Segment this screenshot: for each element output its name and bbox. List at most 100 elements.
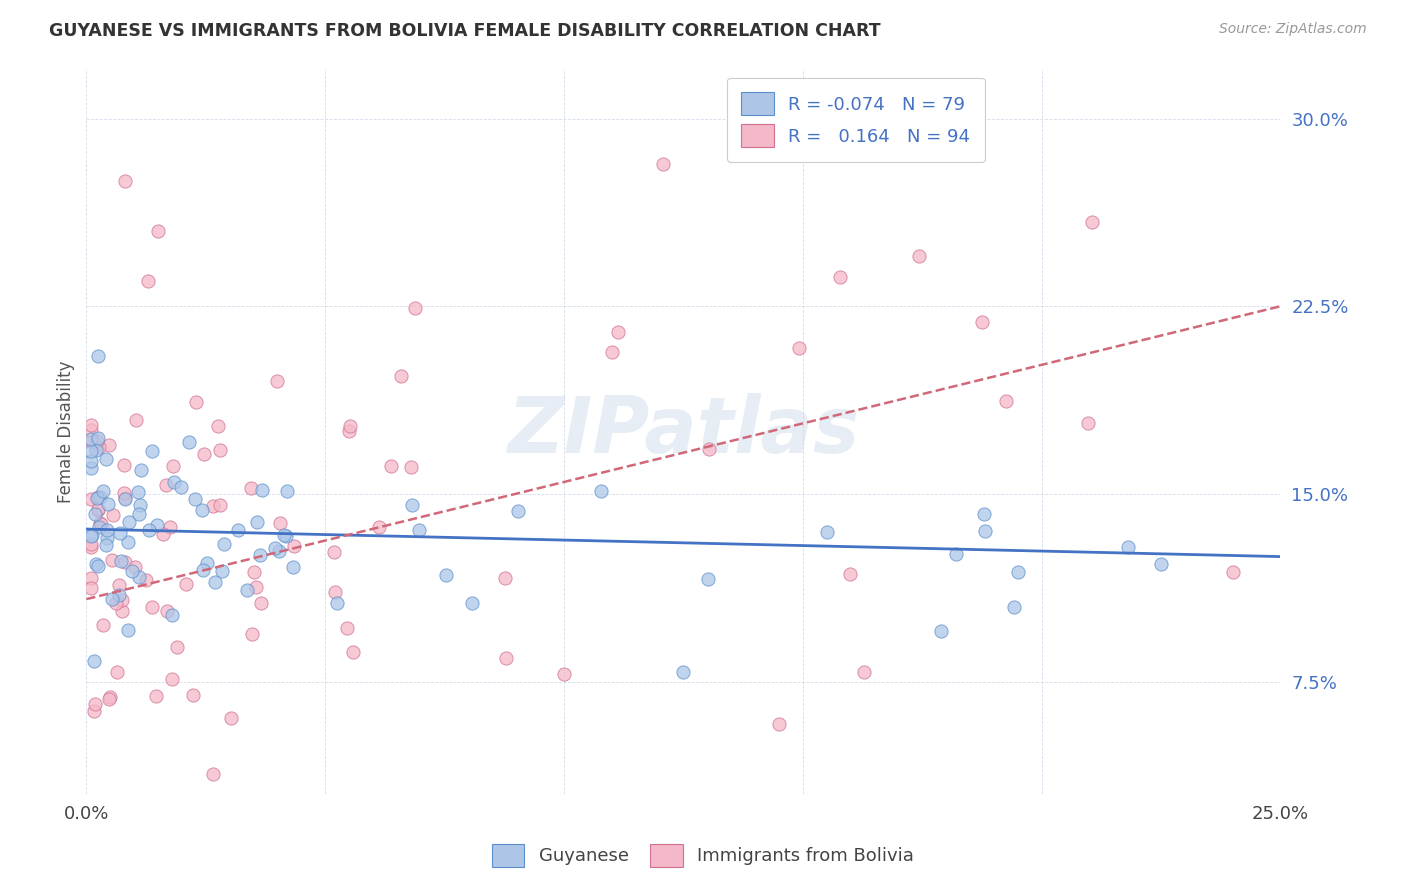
Point [162, 673, 184, 687]
Point [193, 447, 215, 461]
Point [80, 461, 103, 475]
Point [945, 547, 967, 561]
Point [160, 607, 183, 622]
Point [87, 350, 110, 364]
Point [163, 475, 186, 490]
Point [111, 604, 134, 618]
Point [112, 458, 135, 472]
Point [342, 644, 364, 658]
Point [208, 498, 231, 512]
Point [141, 600, 163, 615]
Point [264, 541, 287, 555]
Point [246, 515, 269, 529]
Point [184, 395, 207, 409]
Point [170, 480, 193, 494]
Point [96, 531, 118, 545]
Point [121, 564, 143, 578]
Point [105, 665, 128, 679]
Point [80, 417, 103, 432]
Point [166, 640, 188, 654]
Point [283, 560, 305, 574]
Point [970, 315, 993, 329]
Point [768, 717, 790, 731]
Point [389, 368, 412, 383]
Point [1002, 599, 1025, 614]
Point [201, 767, 224, 781]
Point [973, 507, 995, 521]
Point [1150, 557, 1173, 571]
Point [80, 491, 103, 506]
Point [97, 497, 120, 511]
Point [80, 571, 103, 585]
Point [111, 592, 134, 607]
Point [138, 274, 160, 288]
Point [146, 518, 169, 533]
Point [89, 490, 111, 504]
Point [83, 704, 105, 718]
Point [337, 425, 360, 439]
Point [697, 442, 720, 457]
Point [461, 596, 484, 610]
Point [93, 483, 115, 498]
Point [408, 523, 430, 537]
Point [82, 527, 104, 541]
Point [103, 508, 125, 523]
Point [128, 507, 150, 521]
Point [141, 443, 163, 458]
Point [607, 326, 630, 340]
Point [89, 516, 111, 531]
Point [1077, 416, 1099, 430]
Point [652, 157, 675, 171]
Point [98, 690, 121, 704]
Point [380, 458, 402, 473]
Point [283, 539, 305, 553]
Text: ZIPatlas: ZIPatlas [508, 393, 859, 469]
Point [212, 537, 235, 551]
Point [87, 558, 110, 573]
Point [80, 454, 103, 468]
Point [339, 418, 361, 433]
Point [323, 585, 346, 599]
Point [84, 697, 107, 711]
Point [80, 581, 103, 595]
Point [326, 597, 349, 611]
Point [84, 442, 107, 457]
Point [80, 432, 103, 446]
Point [495, 651, 517, 665]
Point [114, 491, 136, 506]
Point [787, 341, 810, 355]
Point [494, 571, 516, 585]
Point [243, 565, 266, 579]
Point [110, 554, 132, 568]
Point [127, 484, 149, 499]
Point [87, 520, 110, 534]
Point [86, 503, 108, 517]
Point [204, 575, 226, 590]
Point [908, 249, 931, 263]
Point [129, 498, 152, 512]
Point [401, 499, 423, 513]
Point [80, 443, 103, 458]
Point [600, 345, 623, 359]
Point [108, 578, 131, 592]
Point [125, 413, 148, 427]
Point [80, 529, 103, 543]
Point [226, 523, 249, 537]
Point [114, 174, 136, 188]
Point [273, 528, 295, 542]
Point [177, 435, 200, 450]
Point [159, 519, 181, 533]
Point [138, 523, 160, 537]
Point [94, 451, 117, 466]
Point [276, 484, 298, 499]
Point [90, 517, 112, 532]
Point [1007, 565, 1029, 579]
Point [83, 507, 105, 521]
Point [1116, 540, 1139, 554]
Point [152, 526, 174, 541]
Point [80, 541, 103, 555]
Point [236, 582, 259, 597]
Text: GUYANESE VS IMMIGRANTS FROM BOLIVIA FEMALE DISABILITY CORRELATION CHART: GUYANESE VS IMMIGRANTS FROM BOLIVIA FEMA… [49, 22, 880, 40]
Point [118, 515, 141, 529]
Point [101, 591, 124, 606]
